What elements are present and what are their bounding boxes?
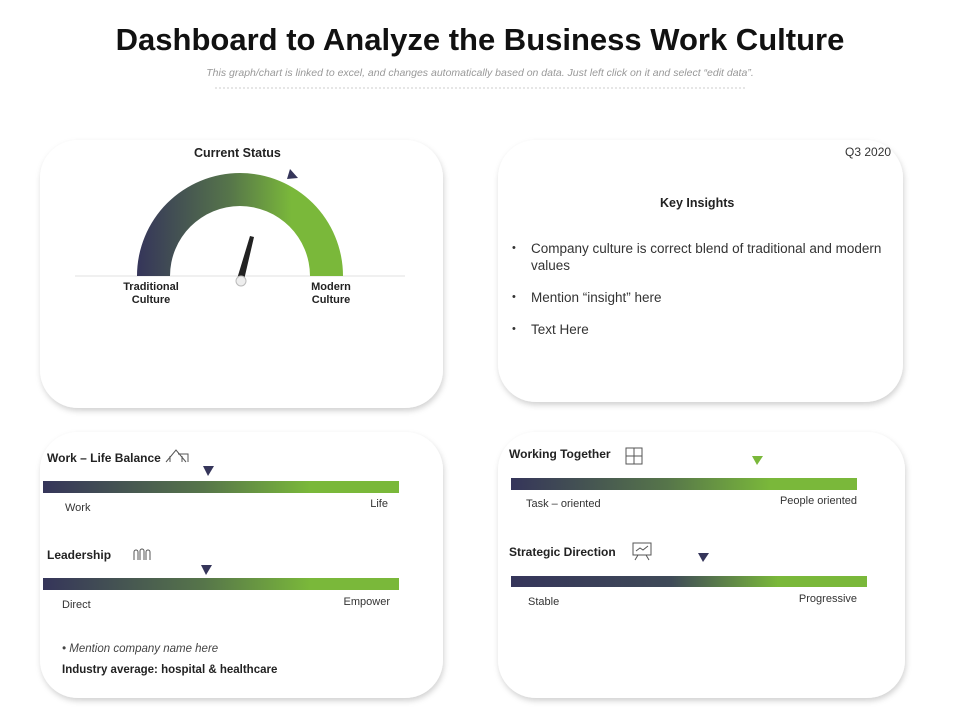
insight: Mention “insight” here	[512, 289, 892, 306]
gauge-left-label: Traditional Culture	[123, 281, 179, 306]
note-text: Mention company name here	[69, 643, 219, 655]
gauge-marker	[287, 169, 298, 179]
card	[40, 432, 443, 698]
industry: Industry average: hospital & healthcare	[62, 664, 278, 676]
insight: Company culture is correct blend of trad…	[512, 240, 892, 274]
insight-list: Company culture is correct blend of trad…	[512, 240, 892, 353]
slider-marker	[203, 466, 214, 476]
slider-right: People oriented	[779, 495, 857, 507]
subtitle: This graph/chart is linked to excel, and…	[206, 67, 754, 79]
slider-left: Work	[65, 502, 91, 514]
slider-marker	[201, 565, 212, 575]
card-title: Current Status	[194, 146, 281, 160]
gauge-arc	[137, 173, 343, 276]
icons	[133, 447, 652, 561]
gauge-needle	[237, 236, 254, 280]
slider-title: Working Together	[509, 447, 611, 461]
slider-title: Work – Life Balance	[47, 451, 161, 465]
slider-bar	[43, 578, 399, 590]
slider-bar	[511, 478, 857, 490]
slider-bar	[43, 481, 399, 493]
page-title: Dashboard to Analyze the Business Work C…	[115, 22, 845, 57]
slider-right: Empower	[343, 596, 390, 608]
slider-title: Strategic Direction	[509, 545, 616, 559]
period: Q3 2020	[845, 145, 892, 159]
slider-right: Progressive	[798, 593, 857, 605]
note: • Mention company name here	[62, 643, 219, 655]
gauge-pivot	[235, 275, 247, 287]
slider-marker	[698, 553, 709, 562]
slider-bar	[511, 576, 867, 587]
slider-left: Task – oriented	[526, 498, 601, 510]
insight: Text Here	[512, 321, 892, 338]
slider-right: Life	[370, 498, 388, 510]
gauge-right-label: Modern Culture	[311, 281, 351, 306]
card	[498, 432, 905, 698]
slider-left: Direct	[62, 599, 91, 611]
card-title: Key Insights	[660, 196, 735, 210]
icon-board	[632, 542, 652, 556]
slider-title: Leadership	[47, 548, 112, 562]
icon-balance	[165, 449, 189, 463]
slider-left: Stable	[528, 596, 560, 608]
icon-people	[133, 548, 151, 560]
slider-marker	[752, 456, 763, 465]
